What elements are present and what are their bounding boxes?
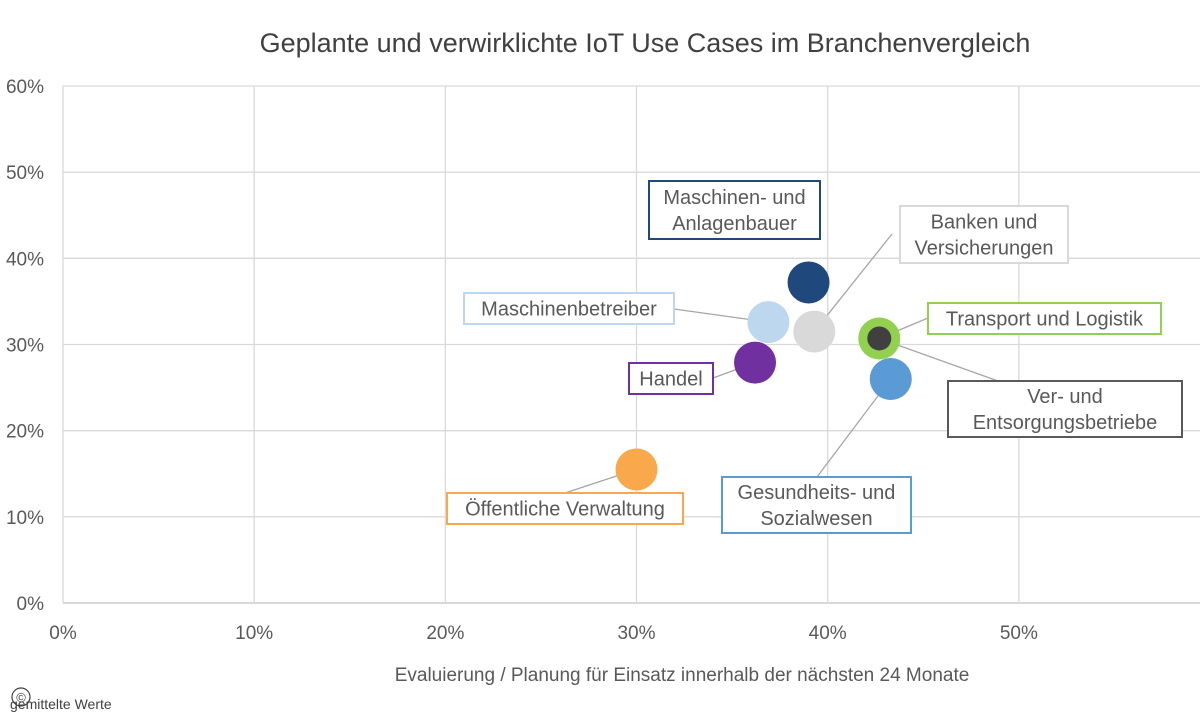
gridlines xyxy=(62,85,1200,604)
point-label-box xyxy=(899,205,1069,264)
point-label: Transport und Logistik xyxy=(946,309,1144,331)
point-label: Entsorgungsbetriebe xyxy=(973,412,1158,434)
footnote: © gemittelte Werte xyxy=(10,687,112,712)
chart-title: Geplante und verwirklichte IoT Use Cases… xyxy=(260,28,1031,58)
y-tick-label: 50% xyxy=(6,163,44,184)
x-tick-label: 20% xyxy=(426,623,464,644)
point-label: Öffentliche Verwaltung xyxy=(465,499,665,521)
data-point xyxy=(869,357,912,400)
copyright-symbol: © xyxy=(16,690,26,705)
point-label: Versicherungen xyxy=(915,238,1054,260)
data-point xyxy=(615,448,658,491)
point-label: Sozialwesen xyxy=(760,508,872,530)
y-axis-ticks: 0% 10% 20% 30% 40% 50% 60% xyxy=(6,77,44,615)
y-tick-label: 60% xyxy=(6,77,44,98)
point-label-box xyxy=(947,380,1183,438)
point-label-box xyxy=(721,476,912,534)
point-label: Banken und xyxy=(931,212,1038,234)
data-point xyxy=(787,261,830,304)
footnote-text: gemittelte Werte xyxy=(10,696,112,712)
data-point xyxy=(747,301,790,344)
data-point xyxy=(867,326,892,351)
data-points xyxy=(615,261,912,491)
x-axis-label: Evaluierung / Planung für Einsatz innerh… xyxy=(395,665,970,686)
x-tick-label: 30% xyxy=(617,623,655,644)
x-tick-label: 10% xyxy=(235,623,273,644)
x-axis-ticks: 0%10%20%30%40%50%6 xyxy=(49,623,1038,644)
point-label: Ver- und xyxy=(1027,386,1103,408)
x-tick-label: 50% xyxy=(1000,623,1038,644)
point-label-box xyxy=(927,302,1162,335)
data-point xyxy=(734,341,777,384)
y-tick-label: 0% xyxy=(17,594,45,615)
copyright-icon xyxy=(11,687,31,707)
point-label: Anlagenbauer xyxy=(672,213,797,235)
y-tick-label: 30% xyxy=(6,336,44,357)
point-label-box xyxy=(446,492,684,525)
leader-line xyxy=(879,337,999,382)
point-labels: Maschinen- und Anlagenbauer Banken und Vers… xyxy=(446,180,1183,534)
point-label: Handel xyxy=(639,369,702,391)
y-tick-label: 20% xyxy=(6,422,44,443)
point-label-box xyxy=(648,180,821,240)
x-tick-label: 40% xyxy=(809,623,847,644)
x-tick-label: 0% xyxy=(49,623,77,644)
data-point xyxy=(793,310,836,353)
point-label-box xyxy=(628,362,714,395)
y-tick-label: 10% xyxy=(6,508,44,529)
y-tick-label: 40% xyxy=(6,249,44,270)
point-label: Gesundheits- und xyxy=(738,482,896,504)
point-label-box xyxy=(463,292,675,325)
point-label: Maschinenbetreiber xyxy=(481,299,657,321)
point-label: Maschinen- und xyxy=(663,187,805,209)
